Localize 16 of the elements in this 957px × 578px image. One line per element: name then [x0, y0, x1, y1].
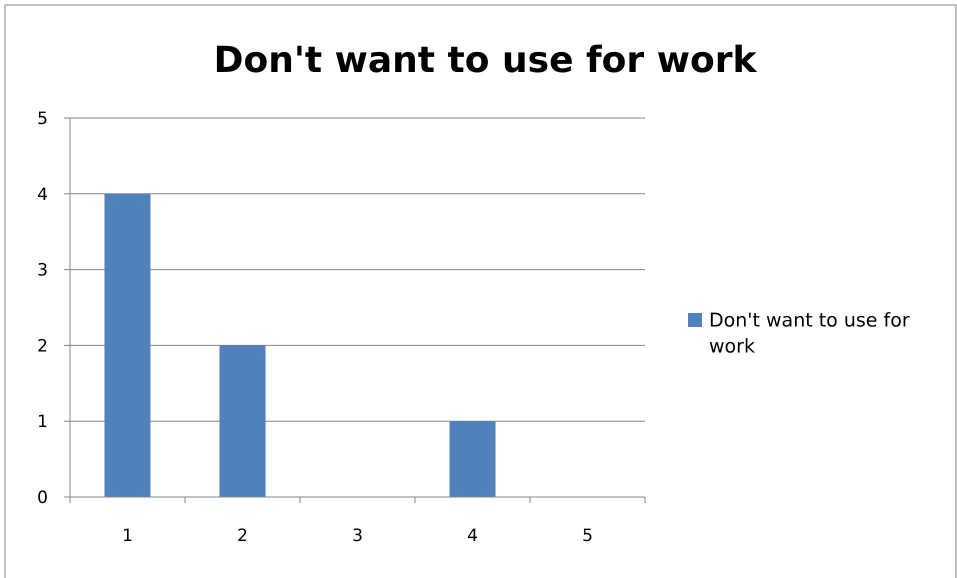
x-tick-label: 1 [122, 526, 133, 546]
x-tick-label: 4 [467, 526, 478, 546]
y-tick-label: 5 [37, 108, 48, 129]
y-tick-label: 3 [37, 260, 48, 281]
x-tick-label: 3 [352, 526, 363, 546]
x-tick-label: 5 [582, 526, 593, 546]
y-tick-label: 2 [37, 336, 48, 356]
bar [104, 194, 150, 497]
chart-title: Don't want to use for work [214, 40, 758, 81]
y-tick-label: 4 [37, 184, 48, 205]
bar [220, 345, 266, 497]
bar [450, 421, 496, 497]
y-tick-label: 1 [37, 412, 48, 432]
y-tick-label: 0 [37, 488, 48, 508]
x-tick-label: 2 [237, 526, 248, 546]
legend-label: Don't want to use for work [709, 310, 910, 358]
